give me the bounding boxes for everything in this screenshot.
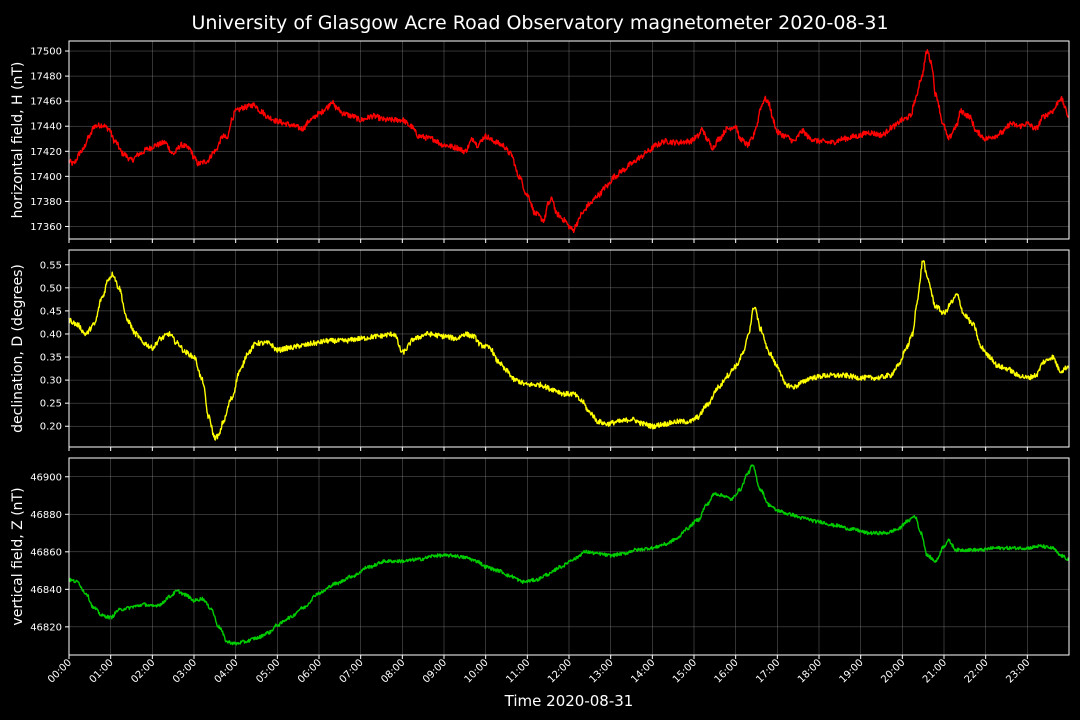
y-tick-label: 17500 bbox=[30, 47, 62, 58]
y-tick-label: 17440 bbox=[30, 122, 62, 133]
y-axis-title: vertical field, Z (nT) bbox=[10, 487, 26, 625]
chart-title: University of Glasgow Acre Road Observat… bbox=[191, 12, 888, 34]
y-tick-label: 0.55 bbox=[40, 260, 62, 271]
series-line bbox=[68, 260, 1070, 441]
x-axis-title: Time 2020-08-31 bbox=[504, 692, 634, 710]
y-tick-label: 0.50 bbox=[40, 283, 62, 294]
y-tick-label: 17420 bbox=[30, 147, 62, 158]
panel-2: 0.20 0.25 0.30 0.35 0.40 0.45 0.50 0.55 declinat… bbox=[10, 249, 1070, 451]
panel-frame bbox=[68, 249, 1070, 448]
series-line bbox=[68, 49, 1070, 234]
y-tick-label: 0.25 bbox=[40, 399, 62, 410]
y-tick-label: 0.35 bbox=[40, 353, 62, 364]
y-tick-label: 46900 bbox=[30, 472, 62, 483]
y-tick-label: 46820 bbox=[30, 622, 62, 633]
y-tick-label: 17360 bbox=[30, 222, 62, 233]
panel-frame bbox=[68, 40, 1070, 240]
series-line bbox=[68, 464, 1070, 646]
y-tick-label: 0.45 bbox=[40, 306, 62, 317]
panel-1: 17360 17380 17400 17420 17440 17460 17480 17500… bbox=[10, 40, 1070, 243]
y-tick-label: 0.40 bbox=[40, 329, 62, 340]
y-tick-label: 17460 bbox=[30, 97, 62, 108]
y-tick-label: 46840 bbox=[30, 585, 62, 596]
y-tick-label: 17480 bbox=[30, 72, 62, 83]
y-tick-label: 0.30 bbox=[40, 376, 62, 387]
y-axis-title: horizontal field, H (nT) bbox=[10, 62, 26, 219]
y-tick-label: 17400 bbox=[30, 172, 62, 183]
y-axis-title: declination, D (degrees) bbox=[10, 264, 26, 433]
y-tick-label: 46860 bbox=[30, 547, 62, 558]
y-tick-label: 0.20 bbox=[40, 422, 62, 433]
y-tick-label: 17380 bbox=[30, 197, 62, 208]
y-tick-label: 46880 bbox=[30, 510, 62, 521]
panel-frame bbox=[68, 457, 1070, 656]
